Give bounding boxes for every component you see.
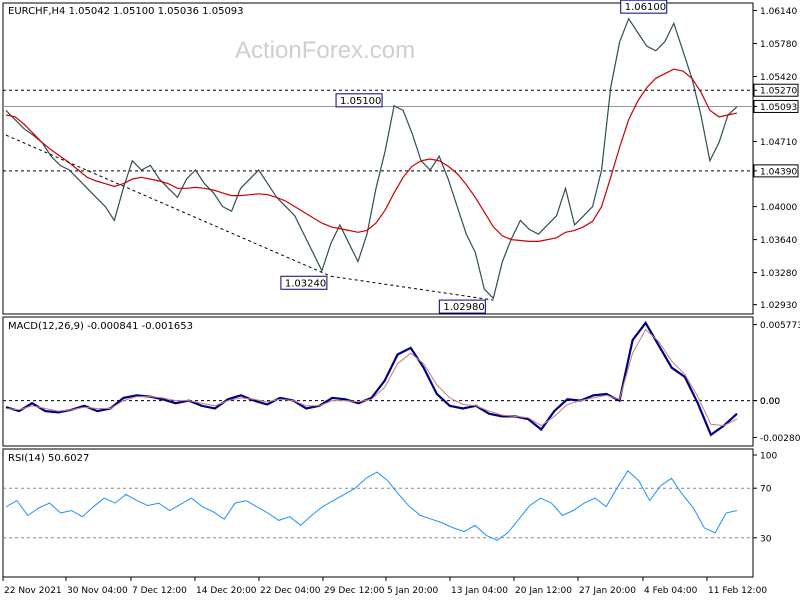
price-tick-label-6: 1.04390 [760,167,797,177]
price-panel: ActionForex.com EURCHF,H4 1.05042 1.0510… [2,0,799,315]
price-annotation-box-3 [438,299,486,314]
price-annotation-label-0: 1.06100 [625,2,666,13]
price-annotation-label-2: 1.03240 [285,278,326,289]
x-axis: 22 Nov 2021 30 Nov 04:00 7 Dec 12:00 14 Dec… [2,577,767,596]
price-annotation-label-3: 1.02980 [443,302,484,313]
x-tick-label-9: 27 Jan 20:00 [579,586,636,596]
x-tick-label-2: 7 Dec 12:00 [132,586,187,596]
price-series-line-0 [5,17,738,300]
price-annotation-label-1: 1.05100 [340,96,381,107]
rsi-y-axis: 100 70 30 [753,452,777,544]
rsi-header: RSI(14) 50.6027 [8,453,89,464]
x-tick-label-0: 22 Nov 2021 [4,586,62,596]
rsi-panel: RSI(14) 50.6027 100 70 30 [2,448,777,578]
price-tick-label-7: 1.04000 [760,203,797,213]
price-y-axis: 1.06140 1.05780 1.05420 1.05270 1.05093 1.047… [753,7,799,311]
price-tick-label-5: 1.04710 [760,138,797,148]
macd-header: MACD(12,26,9) -0.000841 -0.001653 [8,321,193,332]
macd-tick-label-1: 0.00 [760,397,780,407]
x-tick-label-1: 30 Nov 04:00 [67,586,128,596]
price-annotations: 1.06100 1.05100 1.03240 1.02980 [280,0,668,314]
price-tick-label-3: 1.05270 [760,87,797,97]
price-tick-label-2: 1.05420 [760,73,797,83]
rsi-series-group [5,470,738,541]
macd-series-group [3,320,753,437]
macd-tick-label-0: 0.005773 [760,321,800,331]
x-tick-label-4: 22 Dec 04:00 [260,586,321,596]
rsi-frame [2,448,754,578]
x-tick-label-10: 4 Feb 04:00 [644,586,698,596]
price-annotation-box-1 [335,93,383,108]
x-tick-label-11: 11 Feb 12:00 [708,586,767,596]
price-annotation-box-2 [280,275,328,290]
watermark: ActionForex.com [235,37,415,64]
x-tick-label-7: 13 Jan 04:00 [451,586,508,596]
rsi-tick-label-2: 30 [760,534,772,544]
x-tick-label-8: 20 Jan 12:00 [515,586,572,596]
price-trendline-0 [5,134,332,277]
macd-tick-label-3: -0.002801 [760,434,800,444]
price-header: EURCHF,H4 1.05042 1.05100 1.05036 1.0509… [8,6,244,17]
x-tick-label-6: 5 Jan 20:00 [387,586,439,596]
macd-frame [2,316,754,447]
price-tick-label-1: 1.05780 [760,40,797,50]
x-tick-label-3: 14 Dec 20:00 [196,586,257,596]
price-tick-label-10: 1.02930 [760,301,797,311]
macd-series-line-1 [5,328,738,427]
rsi-series-line-0 [5,470,738,541]
x-tick-label-5: 29 Dec 12:00 [324,586,385,596]
price-tick-label-0: 1.06140 [760,7,797,17]
price-series-line-1 [5,68,738,242]
macd-tick-label-2: 0.00 [760,397,780,407]
rsi-levels [3,487,753,539]
price-annotation-box-0 [620,0,668,14]
price-frame [2,2,754,315]
macd-panel: MACD(12,26,9) -0.000841 -0.001653 0.0057… [2,316,800,447]
rsi-tick-label-1: 70 [760,485,772,495]
price-tick-label-9: 1.03280 [760,269,797,279]
price-series-group [5,17,738,301]
rsi-tick-label-0: 100 [760,452,777,462]
price-tick-label-4: 1.05093 [760,103,797,113]
price-tick-label-8: 1.03640 [760,236,797,246]
